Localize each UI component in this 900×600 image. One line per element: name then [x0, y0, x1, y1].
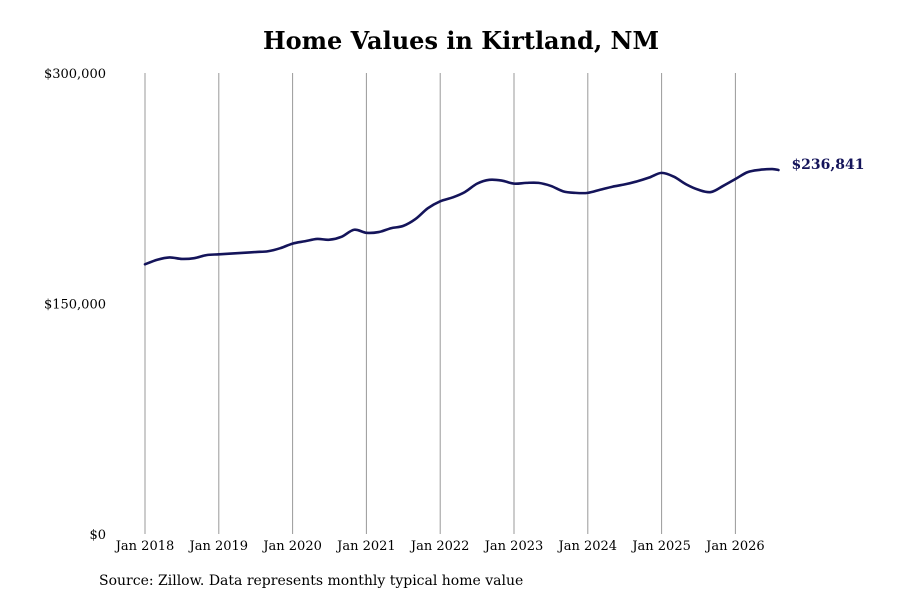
x-tick-label: Jan 2019 — [188, 539, 249, 554]
x-axis-ticks: Jan 2018 Jan 2019 Jan 2020 Jan 2021 Jan 2022… — [114, 539, 765, 554]
x-tick-label: Jan 2018 — [114, 539, 175, 554]
y-axis-ticks: $0 $150,000 $300,000 — [44, 67, 106, 543]
x-tick-label: Jan 2020 — [261, 539, 322, 554]
y-tick-label: $0 — [89, 528, 106, 543]
x-tick-label: Jan 2025 — [630, 539, 691, 554]
gridlines — [144, 73, 736, 534]
x-tick-label: Jan 2023 — [483, 539, 544, 554]
y-tick-label: $150,000 — [44, 298, 106, 313]
x-tick-label: Jan 2022 — [409, 539, 470, 554]
x-tick-label: Jan 2024 — [557, 539, 618, 554]
x-tick-label: Jan 2021 — [335, 539, 396, 554]
end-value-label: $236,841 — [791, 157, 864, 173]
source-note: Source: Zillow. Data represents monthly … — [99, 573, 524, 589]
chart-title: Home Values in Kirtland, NM — [262, 26, 660, 55]
series-line-home-value — [143, 167, 780, 266]
y-tick-label: $300,000 — [44, 67, 106, 82]
x-tick-label: Jan 2026 — [704, 539, 765, 554]
